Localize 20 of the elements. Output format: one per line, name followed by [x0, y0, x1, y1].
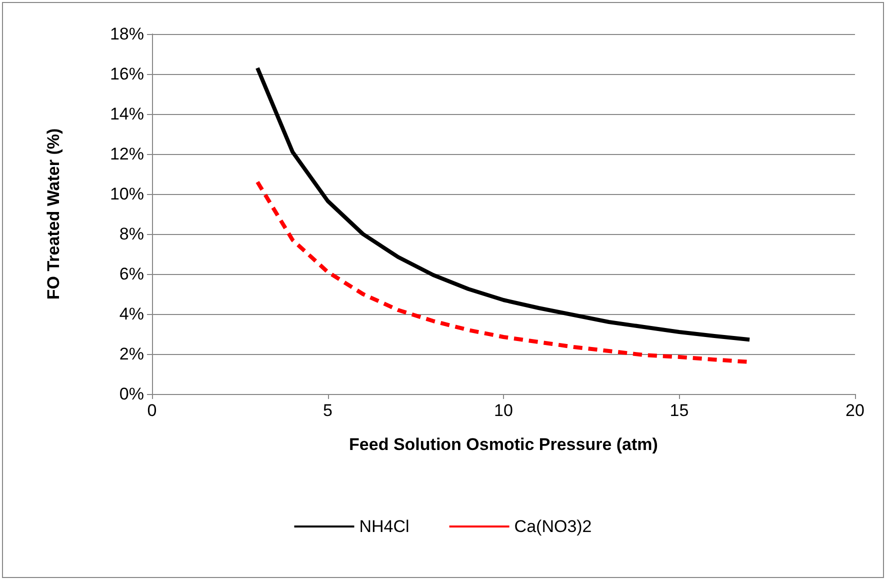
legend-label: Ca(NO3)2	[514, 517, 592, 536]
x-tick-label: 15	[670, 401, 689, 420]
y-tick-label: 4%	[119, 304, 144, 324]
x-tick-label: 20	[846, 401, 864, 420]
y-tick-label: 16%	[110, 64, 144, 84]
y-tick-label: 14%	[110, 104, 144, 124]
y-tick-label: 10%	[110, 184, 144, 204]
y-tick-label: 2%	[119, 344, 144, 364]
line-series	[255, 66, 752, 342]
x-axis-title: Feed Solution Osmotic Pressure (atm)	[349, 435, 658, 454]
x-tick-label: 10	[494, 401, 513, 420]
y-axis-title: FO Treated Water (%)	[44, 128, 63, 300]
y-tick-label: 8%	[119, 224, 144, 244]
legend-label: NH4Cl	[359, 517, 410, 536]
y-tick-label: 18%	[110, 24, 144, 44]
x-tick-label: 5	[323, 401, 332, 420]
y-tick-label: 0%	[119, 384, 144, 404]
y-tick-label: 6%	[119, 264, 144, 284]
x-tick-label: 0	[147, 401, 157, 420]
y-tick-label: 12%	[110, 144, 144, 164]
